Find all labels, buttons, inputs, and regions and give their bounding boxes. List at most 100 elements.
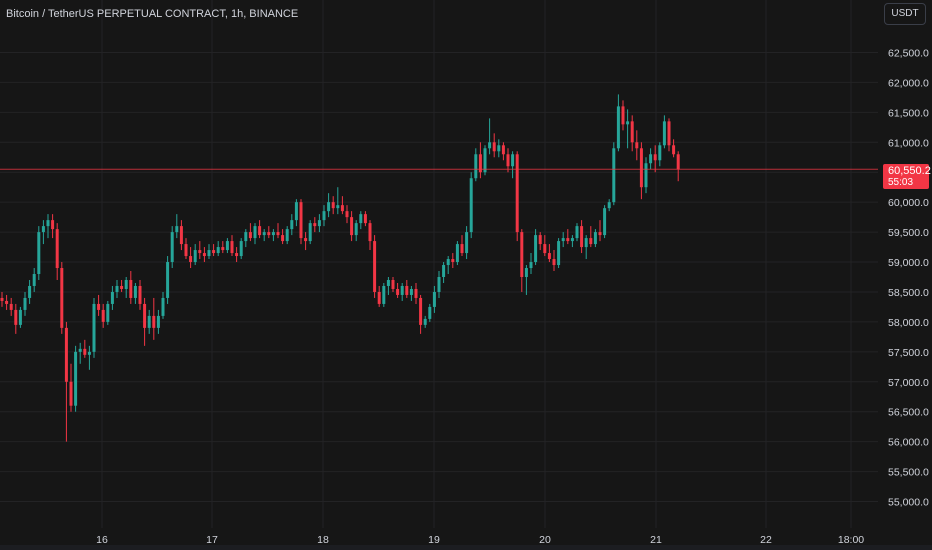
candle-up (557, 238, 561, 269)
candle-down (414, 282, 418, 304)
candle-up (133, 282, 137, 304)
candle-down (460, 235, 464, 257)
candle-down (152, 297, 156, 340)
candle-down (630, 115, 634, 152)
candle-down (667, 118, 671, 152)
candle-body (396, 288, 400, 295)
y-tick-label: 56,500.0 (888, 407, 929, 419)
candle-body (626, 121, 630, 125)
candle-body (152, 315, 156, 328)
candle-up (603, 205, 607, 239)
currency-button[interactable]: USDT (884, 3, 926, 25)
candle-up (644, 157, 648, 194)
candle-down (405, 279, 409, 298)
candle-up (400, 282, 404, 301)
candle-body (161, 297, 165, 316)
candle-down (60, 262, 64, 334)
candle-body (18, 309, 22, 325)
candle-body (225, 241, 229, 251)
candle-body (143, 303, 147, 328)
candle-body (9, 303, 13, 310)
candle-up (428, 303, 432, 322)
candle-body (124, 279, 128, 289)
candle-body (92, 303, 96, 352)
candle-up (524, 265, 528, 295)
candle-up (124, 277, 128, 298)
candle-down (492, 133, 496, 158)
candle-body (350, 217, 354, 236)
candle-down (221, 241, 225, 254)
candle-down (340, 196, 344, 215)
candle-up (78, 342, 82, 364)
candle-up (271, 229, 275, 242)
candle-up (359, 211, 363, 230)
candle-body (667, 121, 671, 146)
candle-body (212, 250, 216, 254)
candle-body (570, 238, 574, 242)
candle-body (616, 106, 620, 149)
candle-up (28, 279, 32, 304)
candle-body (97, 303, 101, 310)
candle-up (607, 199, 611, 212)
candle-body (262, 232, 266, 236)
y-tick-label: 61,500.0 (888, 107, 929, 119)
candle-up (92, 297, 96, 358)
candle-body (584, 238, 588, 248)
candle-body (207, 250, 211, 257)
x-tick-label: 20 (539, 534, 551, 546)
candle-body (501, 145, 505, 155)
candle-body (534, 235, 538, 263)
candle-body (621, 106, 625, 125)
candle-down (543, 235, 547, 257)
candle-body (676, 154, 680, 170)
candle-up (74, 345, 78, 412)
candle-up (465, 226, 469, 260)
candle-body (147, 315, 151, 328)
candle-body (354, 223, 358, 236)
candle-down (363, 211, 367, 227)
candle-body (120, 285, 124, 289)
candle-body (198, 250, 202, 254)
candle-down (198, 241, 202, 260)
candle-up (446, 256, 450, 275)
candle-body (575, 226, 579, 239)
candle-body (612, 148, 616, 203)
candle-up (649, 148, 653, 170)
candle-body (497, 145, 501, 152)
candle-down (520, 229, 524, 292)
candle-down (14, 303, 18, 334)
candle-body (391, 279, 395, 289)
candle-body (552, 259, 556, 266)
candle-body (515, 154, 519, 233)
x-tick-label: 22 (760, 534, 772, 546)
candle-body (386, 279, 390, 286)
candle-down (212, 244, 216, 257)
candle-down (129, 271, 133, 304)
candle-body (451, 259, 455, 263)
candle-body (267, 232, 271, 236)
candle-body (175, 226, 179, 233)
x-tick-label: 18:00 (838, 534, 864, 546)
candle-up (612, 142, 616, 206)
candle-up (244, 229, 248, 248)
candle-up (239, 238, 243, 260)
candle-up (170, 226, 174, 269)
candle-down (580, 220, 584, 254)
candle-body (23, 297, 27, 310)
candle-body (469, 178, 473, 233)
candle-down (267, 226, 271, 239)
candle-up (584, 235, 588, 260)
candle-up (327, 193, 331, 218)
candle-body (60, 268, 64, 328)
candle-up (207, 244, 211, 260)
candle-up (474, 148, 478, 182)
candle-up (534, 229, 538, 266)
candle-body (216, 247, 220, 254)
candle-down (281, 229, 285, 245)
candle-down (304, 232, 308, 251)
candle-body (129, 279, 133, 298)
candle-down (299, 199, 303, 245)
candle-up (87, 345, 91, 370)
candle-up (32, 268, 36, 292)
